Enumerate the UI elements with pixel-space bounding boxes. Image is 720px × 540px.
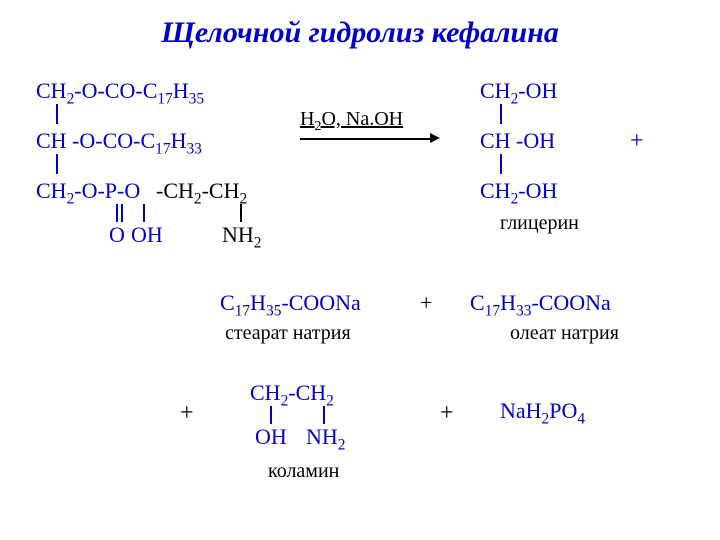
colamine-top: CH2-CH2 (250, 380, 334, 406)
diagram-title: Щелочной гидролиз кефалина (0, 16, 720, 50)
reactant-line1: CH2-O-CO-C17H35 (36, 78, 204, 104)
reaction-arrow-head (430, 133, 440, 143)
colamine-nh2: NH2 (306, 424, 345, 450)
bond-eth (240, 204, 242, 222)
colamine-oh: OH (255, 424, 287, 450)
phos-O: O (109, 222, 125, 248)
plus-after-glycerol: + (630, 128, 644, 155)
bond-p-oh (143, 204, 145, 222)
reactant-line2: CH -O-CO-C17H33 (36, 128, 202, 154)
bond-g2 (500, 154, 502, 174)
glycerol-label: глицерин (500, 212, 579, 235)
stearate-label: стеарат натрия (225, 322, 351, 345)
phosphate-formula: NaH2PO4 (500, 398, 585, 424)
glycerol-line2: CH -OH (480, 128, 555, 154)
colamine-label: коламин (268, 460, 339, 483)
reactant-line3-eth: -CH2-CH2 (156, 178, 247, 204)
phos-OH: OH (131, 222, 163, 248)
stearate-formula: C17H35-COONa (220, 290, 361, 316)
bond-col-l (270, 406, 272, 424)
reagent-text: H2O, Na.OH (300, 108, 403, 131)
plus-right-bottom: + (440, 400, 454, 427)
bond-r1 (56, 104, 58, 124)
plus-left-bottom: + (180, 400, 194, 427)
reactant-line3-left: CH2-O-P-O (36, 178, 140, 204)
bond-col-r (323, 406, 325, 424)
reaction-arrow-line (300, 138, 430, 140)
bond-g1 (500, 104, 502, 124)
plus-soaps: + (420, 290, 432, 316)
glycerol-line1: CH2-OH (480, 78, 557, 104)
bond-p-o-double (116, 204, 123, 222)
oleate-label: олеат натрия (510, 322, 619, 345)
reactant-nh2: NH2 (222, 222, 261, 248)
oleate-formula: C17H33-COONa (470, 290, 611, 316)
bond-r2 (56, 154, 58, 174)
glycerol-line3: CH2-OH (480, 178, 557, 204)
